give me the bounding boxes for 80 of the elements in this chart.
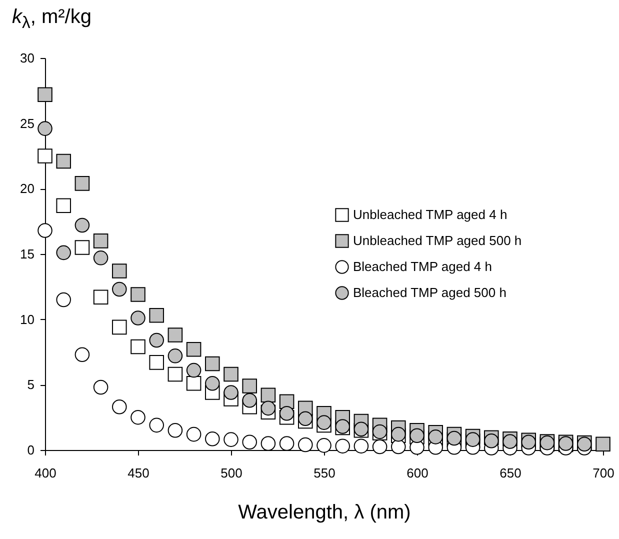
point <box>38 87 52 102</box>
x-tick-label: 550 <box>314 466 336 480</box>
point <box>74 240 90 255</box>
legend-label: Unbleached TMP aged 500 h <box>353 233 522 248</box>
point <box>112 264 127 278</box>
point <box>186 426 202 442</box>
point <box>224 385 238 400</box>
y-tick-label: 10 <box>20 312 34 327</box>
point <box>74 176 90 191</box>
point <box>242 434 257 450</box>
point <box>372 439 388 454</box>
point <box>205 376 220 391</box>
point <box>130 339 146 354</box>
point <box>56 154 71 169</box>
x-tick-label: 650 <box>500 466 522 480</box>
y-tick-label: 0 <box>27 442 34 458</box>
point <box>38 148 52 164</box>
point <box>205 432 220 446</box>
point <box>224 366 238 382</box>
point <box>316 438 332 453</box>
x-tick-label: 500 <box>220 466 242 480</box>
x-tick-label: 700 <box>592 466 614 480</box>
x-tick-label: 400 <box>34 466 56 480</box>
point <box>56 198 71 214</box>
point <box>168 348 183 364</box>
point <box>484 433 499 448</box>
point <box>93 290 108 305</box>
point <box>186 362 202 378</box>
point <box>260 400 276 416</box>
y-tick-label: 15 <box>20 246 34 262</box>
x-tick-label: 600 <box>406 466 428 480</box>
point <box>298 437 313 452</box>
x-tick-label: 450 <box>128 466 150 480</box>
point <box>186 342 202 357</box>
point <box>56 292 71 308</box>
point <box>596 436 610 452</box>
y-tick-label: 5 <box>27 377 34 392</box>
point <box>93 250 108 266</box>
point <box>335 438 350 454</box>
point <box>168 328 183 342</box>
point <box>130 310 146 326</box>
point <box>112 320 127 335</box>
point <box>74 347 90 362</box>
point <box>316 415 332 430</box>
point <box>93 380 108 395</box>
point <box>168 366 183 382</box>
point <box>391 439 406 454</box>
point <box>354 438 369 454</box>
point <box>260 388 276 403</box>
point <box>205 356 220 372</box>
point <box>149 308 164 323</box>
point <box>242 392 257 408</box>
point <box>112 400 127 414</box>
point <box>410 440 424 455</box>
point <box>260 436 276 451</box>
point <box>93 234 108 248</box>
point <box>279 406 294 421</box>
legend-label: Bleached TMP aged 4 h <box>353 259 492 274</box>
y-tick-label: 20 <box>20 181 34 196</box>
point <box>149 332 164 348</box>
point <box>38 121 52 136</box>
point <box>149 418 164 433</box>
point <box>186 376 202 391</box>
point <box>130 410 146 425</box>
point <box>242 378 257 394</box>
y-tick-label: 25 <box>20 116 34 131</box>
point <box>224 432 238 447</box>
legend-label: Unbleached TMP aged 4 h <box>353 207 508 222</box>
x-axis-title: Wavelength, λ (nm) <box>238 502 411 524</box>
point <box>279 436 294 451</box>
point <box>74 218 90 233</box>
legend-label: Bleached TMP aged 500 h <box>353 285 506 300</box>
point <box>38 223 52 238</box>
point <box>112 282 127 297</box>
point <box>130 287 146 302</box>
y-tick-label: 30 <box>20 50 34 66</box>
point <box>56 245 71 260</box>
y-axis-title: k$_{λ}$, m²/kg <box>12 6 92 33</box>
point <box>149 355 164 370</box>
point <box>168 423 183 438</box>
